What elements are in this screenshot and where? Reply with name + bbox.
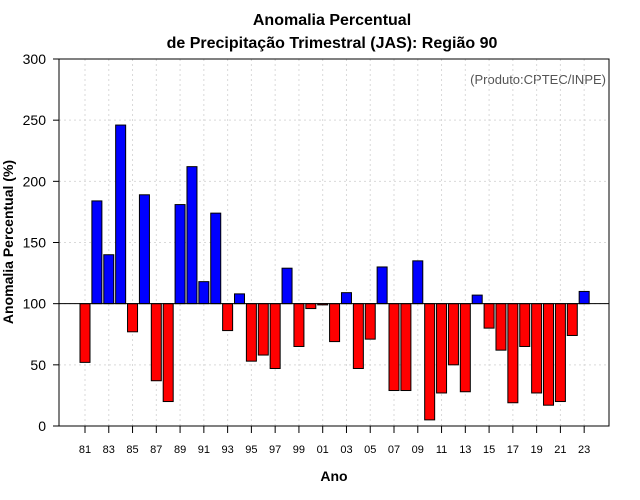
bar-23	[578, 290, 590, 305]
bar-19	[531, 303, 543, 394]
bar-15	[483, 303, 495, 329]
bar-17	[507, 303, 519, 404]
bar-06	[376, 266, 388, 305]
y-axis-title: Anomalia Percentual (%)	[0, 160, 16, 324]
bar-21	[554, 303, 566, 403]
bar-89	[174, 204, 186, 305]
bar-91	[198, 281, 210, 305]
x-tick-label: 93	[221, 444, 233, 456]
bar-02	[329, 303, 341, 343]
x-axis: 81 83 85 87 89 91 93 95 97 99 01 03 05 07 09 11 13 15 17 19…	[79, 426, 590, 456]
bar-81	[79, 303, 91, 363]
x-tick-label: 97	[269, 444, 281, 456]
y-tick-label: 50	[30, 357, 46, 373]
bar-98	[281, 267, 293, 305]
bar-03	[340, 292, 352, 305]
x-tick-label: 05	[364, 444, 376, 456]
x-axis-title: Ano	[320, 468, 347, 484]
bar-85	[127, 303, 139, 333]
bar-86	[138, 194, 150, 305]
bar-22	[566, 303, 578, 336]
x-tick-label: 87	[150, 444, 162, 456]
x-tick-label: 95	[245, 444, 257, 456]
x-tick-label: 89	[174, 444, 186, 456]
x-tick-label: 13	[459, 444, 471, 456]
bar-90	[186, 166, 198, 305]
bar-94	[234, 293, 246, 305]
bar-84	[115, 124, 127, 305]
x-tick-label: 19	[531, 444, 543, 456]
bars	[79, 124, 590, 421]
bar-83	[103, 254, 115, 305]
bar-16	[495, 303, 507, 351]
x-tick-label: 15	[483, 444, 495, 456]
bar-13	[459, 303, 471, 393]
x-tick-label: 11	[436, 444, 447, 456]
bar-00	[305, 303, 317, 310]
bar-20	[543, 303, 555, 406]
bar-99	[293, 303, 305, 347]
bar-08	[400, 303, 412, 392]
x-tick-label: 85	[126, 444, 138, 456]
bar-82	[91, 200, 103, 305]
x-tick-label: 01	[317, 444, 329, 456]
x-tick-label: 91	[198, 444, 210, 456]
chart-title-line-1: Anomalia Percentual	[253, 12, 411, 29]
y-tick-label: 150	[23, 235, 47, 251]
y-tick-label: 0	[38, 418, 46, 434]
x-tick-label: 07	[388, 444, 400, 456]
bar-04	[352, 303, 364, 370]
bar-18	[519, 303, 531, 347]
bar-96	[257, 303, 269, 356]
x-tick-label: 83	[103, 444, 115, 456]
y-tick-label: 200	[23, 173, 47, 189]
x-tick-label: 17	[507, 444, 519, 456]
bar-95	[245, 303, 257, 362]
y-tick-label: 250	[23, 112, 47, 128]
bar-05	[364, 303, 376, 340]
bar-97	[269, 303, 281, 370]
x-tick-label: 21	[554, 444, 566, 456]
x-tick-label: 03	[340, 444, 352, 456]
x-tick-label: 81	[79, 444, 91, 456]
bar-11	[436, 303, 448, 394]
bar-12	[447, 303, 459, 366]
x-tick-label: 09	[412, 444, 424, 456]
y-axis: 0 50 100 150 200 250 300	[23, 51, 59, 434]
bar-93	[222, 303, 234, 332]
bar-87	[150, 303, 162, 382]
x-tick-label: 23	[578, 444, 590, 456]
bar-14	[471, 294, 483, 305]
bar-10	[424, 303, 436, 421]
y-tick-label: 100	[23, 296, 47, 312]
source-note: (Produto:CPTEC/INPE)	[470, 72, 606, 87]
y-tick-label: 300	[23, 51, 47, 67]
chart-title-line-2: de Precipitação Trimestral (JAS): Região…	[167, 35, 498, 52]
bar-09	[412, 260, 424, 305]
x-tick-label: 99	[293, 444, 305, 456]
bar-88	[162, 303, 174, 403]
bar-92	[210, 212, 222, 305]
bar-07	[388, 303, 400, 392]
